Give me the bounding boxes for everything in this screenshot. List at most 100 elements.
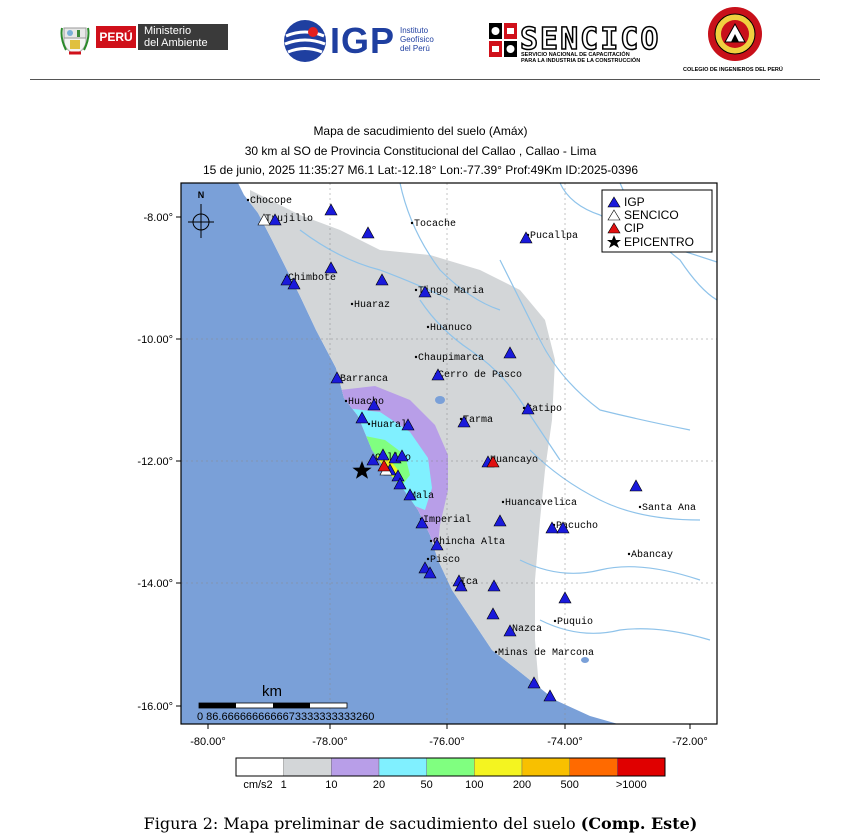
cip-name: COLEGIO DE INGENIEROS DEL PERÚ xyxy=(683,67,783,73)
city-dot xyxy=(429,539,433,543)
legend-sencico-label: SENCICO xyxy=(624,208,679,222)
igp-station-icon xyxy=(430,538,444,551)
lat-tick-label: -14.00° xyxy=(137,578,173,590)
city-dot xyxy=(638,505,642,509)
figure-caption: Figura 2: Mapa preliminar de sacudimient… xyxy=(0,814,841,833)
igp-station-icon xyxy=(395,449,409,462)
city-label: Pucallpa xyxy=(530,230,578,242)
map-frame xyxy=(180,182,718,725)
legend-igp-label: IGP xyxy=(624,195,645,209)
caption-bold: (Comp. Este) xyxy=(580,814,698,833)
colorbar-swatch xyxy=(521,757,570,777)
colorbar-swatch xyxy=(474,757,523,777)
igp-station-icon xyxy=(457,415,471,428)
lon-tick-label: -78.00° xyxy=(312,736,348,748)
ministry-label: Ministerio del Ambiente xyxy=(138,24,228,50)
city-label: Chaupimarca xyxy=(418,352,484,364)
city-label: Tocache xyxy=(414,218,456,230)
cip-seal-icon xyxy=(708,7,762,61)
legend-sencico-icon xyxy=(607,209,621,221)
igp-station-icon xyxy=(431,368,445,381)
other-stations xyxy=(257,213,500,476)
cip-station-icon xyxy=(486,455,500,468)
igp-station-icon xyxy=(287,277,301,290)
igp-station-icon xyxy=(487,579,501,592)
igp-sub-line3: del Perú xyxy=(400,44,430,53)
city-label: Satipo xyxy=(526,403,562,415)
colorbar-tick-label: 500 xyxy=(560,779,578,791)
igp-sub-line2: Geofísico xyxy=(400,35,434,44)
cip-station-icon xyxy=(377,459,391,472)
city-dot xyxy=(414,355,418,359)
header-divider xyxy=(30,79,820,80)
city-label: Tarma xyxy=(463,415,493,426)
igp-station-icon xyxy=(268,213,282,226)
sencico-emblem-icon xyxy=(489,23,517,57)
map-title-line2: 30 km al SO de Provincia Constitucional … xyxy=(244,144,597,158)
city-label: Chincha Alta xyxy=(433,536,505,548)
city-label: Huancavelica xyxy=(505,497,577,509)
colorbar-tick-label: 200 xyxy=(513,779,531,791)
ministry-line1: Ministerio xyxy=(144,25,192,37)
colorbar-tick-label: 1 xyxy=(281,779,287,791)
ministry-line2: del Ambiente xyxy=(144,37,208,49)
igp-station-icon xyxy=(454,579,468,592)
colorbar-tick-label: >1000 xyxy=(616,779,647,791)
city-dot xyxy=(414,288,418,292)
colorbar-tick-label: 50 xyxy=(421,779,433,791)
city-dot xyxy=(344,399,348,403)
city-dot xyxy=(627,552,631,556)
colorbar-swatch xyxy=(569,757,618,777)
city-label: Pisco xyxy=(430,554,460,566)
igp-acronym: IGP xyxy=(330,20,396,61)
peru-label: PERÚ xyxy=(96,26,136,48)
north-arrow-icon: N xyxy=(188,190,214,238)
city-label: Mala xyxy=(410,490,434,502)
colorbar-labels: cm/s2 1 10 20 50 100 200 500 >1000 xyxy=(243,779,646,791)
city-dot xyxy=(410,221,414,225)
map-axes: -80.00° -78.00° -76.00° -74.00° -72.00° -8.00… xyxy=(137,212,707,748)
legend-cip-label: CIP xyxy=(624,221,644,235)
igp-station-icon xyxy=(418,285,432,298)
sencico-acronym: SENCICO xyxy=(519,21,661,58)
igp-station-icon xyxy=(391,469,405,482)
epicenter-star-icon xyxy=(352,461,372,479)
igp-station-icon xyxy=(361,226,375,239)
colorbar-tick-label: 20 xyxy=(373,779,385,791)
igp-subtitle: Instituto Geofísico del Perú xyxy=(400,26,434,53)
city-label: Huaraz xyxy=(354,300,390,311)
igp-station-icon xyxy=(366,453,380,466)
city-dot xyxy=(501,500,505,504)
igp-station-icon xyxy=(543,689,557,702)
igp-station-icon xyxy=(493,514,507,527)
peru-coat-of-arms-icon xyxy=(60,27,90,55)
igp-station-icon xyxy=(558,591,572,604)
city-label: Nazca xyxy=(512,624,542,635)
city-dot xyxy=(367,422,371,426)
igp-station-icon xyxy=(423,566,437,579)
igp-sub-line1: Instituto xyxy=(400,26,429,35)
legend-epicenter-icon xyxy=(607,235,621,248)
city-label: Cerro de Pasco xyxy=(438,369,522,381)
igp-station-icon xyxy=(521,402,535,415)
colorbar-tick-label: 10 xyxy=(325,779,337,791)
lon-tick-label: -76.00° xyxy=(429,736,465,748)
colorbar-swatch xyxy=(331,757,380,777)
city-label: Huancayo xyxy=(490,455,538,466)
city-label: Abancay xyxy=(631,549,673,561)
scale-labels: 0 86.6666666666673333333333260 xyxy=(197,711,374,723)
lat-tick-label: -16.00° xyxy=(137,701,173,713)
igp-station-icon xyxy=(486,607,500,620)
igp-station-icon xyxy=(545,521,559,534)
igp-station-icon xyxy=(280,273,294,286)
igp-station-icon xyxy=(355,411,369,424)
map-title-line3: 15 de junio, 2025 11:35:27 M6.1 Lat:-12.… xyxy=(202,163,638,177)
sencico-station-icon xyxy=(257,213,271,226)
sencico-subtitle: SERVICIO NACIONAL DE CAPACITACIÓN PARA L… xyxy=(521,52,640,64)
lat-tick-label: -10.00° xyxy=(137,334,173,346)
map-title-line1: Mapa de sacudimiento del suelo (Amáx) xyxy=(313,124,528,138)
igp-station-icon xyxy=(503,624,517,637)
